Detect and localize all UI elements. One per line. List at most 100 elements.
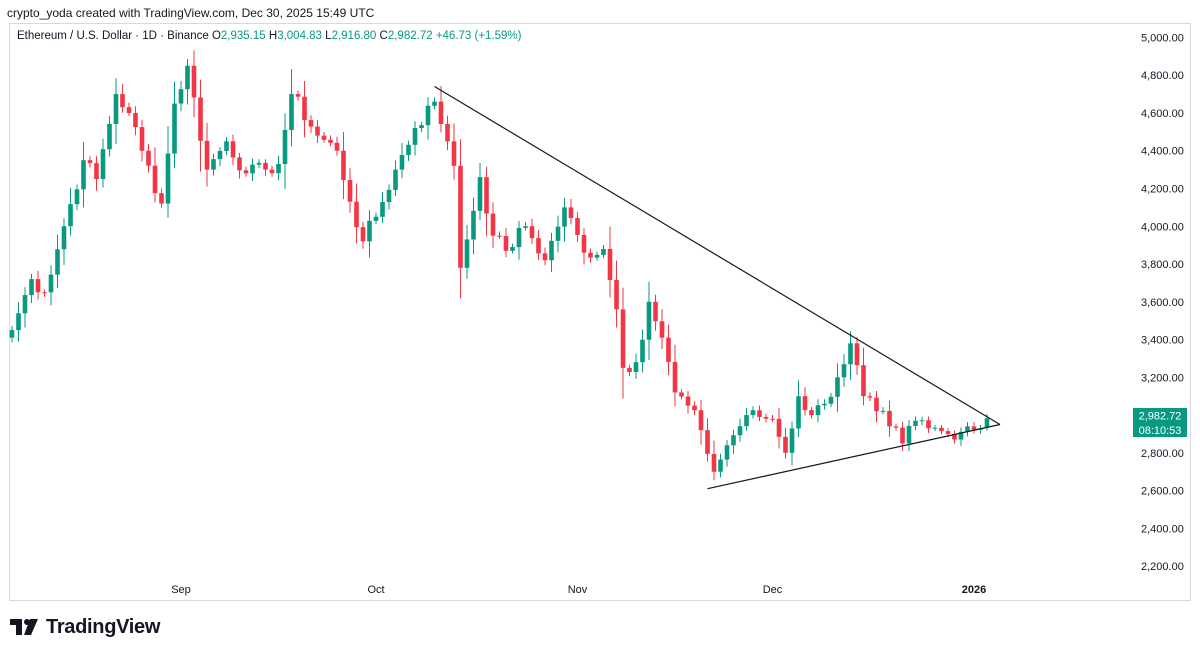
candle[interactable] (633, 353, 639, 379)
candle[interactable] (172, 81, 177, 169)
candle[interactable] (74, 184, 80, 211)
chart-frame[interactable] (9, 23, 1191, 601)
candle[interactable] (952, 430, 957, 444)
candle[interactable] (640, 329, 645, 373)
candle[interactable] (315, 120, 320, 144)
candle[interactable] (399, 143, 405, 179)
candle[interactable] (659, 309, 665, 349)
symbol-title[interactable]: Ethereum / U.S. Dollar · 1D · Binance (17, 30, 209, 42)
candle[interactable] (217, 147, 223, 167)
candle[interactable] (419, 122, 424, 133)
candle[interactable] (445, 115, 450, 151)
candle[interactable] (536, 230, 541, 261)
candle[interactable] (776, 408, 782, 449)
candle[interactable] (627, 364, 632, 377)
candle[interactable] (880, 407, 886, 415)
candle[interactable] (913, 416, 918, 431)
candle[interactable] (672, 344, 678, 407)
candle[interactable] (230, 134, 236, 166)
candle[interactable] (802, 387, 808, 416)
candle[interactable] (666, 324, 671, 376)
candle[interactable] (438, 86, 444, 133)
candle[interactable] (620, 287, 626, 399)
candle[interactable] (120, 84, 125, 113)
candle[interactable] (471, 197, 476, 255)
candle[interactable] (958, 427, 964, 447)
candle[interactable] (289, 69, 294, 147)
candle[interactable] (692, 401, 697, 416)
candle[interactable] (204, 122, 210, 187)
candle[interactable] (724, 440, 730, 467)
candle[interactable] (854, 336, 860, 375)
candle[interactable] (321, 131, 327, 143)
candle[interactable] (705, 418, 710, 462)
candle[interactable] (55, 234, 60, 288)
candle[interactable] (822, 399, 827, 410)
candle[interactable] (926, 416, 931, 434)
candle[interactable] (263, 159, 268, 176)
candle[interactable] (789, 421, 795, 466)
candle[interactable] (516, 220, 522, 260)
candle[interactable] (490, 202, 496, 249)
candle[interactable] (425, 97, 431, 140)
candle[interactable] (354, 183, 359, 244)
candle[interactable] (16, 302, 21, 342)
candle[interactable] (22, 287, 28, 328)
candle[interactable] (939, 424, 944, 435)
candle[interactable] (815, 399, 821, 423)
candle[interactable] (503, 228, 509, 258)
candle[interactable] (484, 166, 489, 237)
candle[interactable] (607, 226, 613, 298)
candle[interactable] (523, 222, 528, 231)
candle[interactable] (451, 123, 457, 180)
candle[interactable] (276, 155, 281, 181)
candle[interactable] (731, 429, 736, 455)
candle[interactable] (412, 121, 418, 156)
trendline-upper-resistance[interactable] (434, 86, 1001, 426)
candle[interactable] (367, 210, 372, 258)
candle[interactable] (809, 407, 814, 419)
candle[interactable] (61, 218, 67, 265)
candle[interactable] (562, 197, 567, 242)
candle[interactable] (542, 247, 548, 266)
candle[interactable] (386, 184, 392, 210)
candle[interactable] (601, 244, 606, 259)
candle[interactable] (29, 273, 34, 304)
candle[interactable] (568, 199, 574, 225)
candle[interactable] (393, 160, 398, 197)
candle[interactable] (373, 212, 379, 224)
candle[interactable] (906, 420, 912, 452)
candle[interactable] (139, 119, 145, 162)
candle[interactable] (835, 363, 840, 413)
candle[interactable] (178, 80, 184, 112)
candle[interactable] (477, 162, 483, 220)
candle[interactable] (9, 325, 15, 343)
candle[interactable] (107, 115, 112, 157)
candle[interactable] (549, 232, 554, 273)
candle[interactable] (146, 144, 151, 173)
candle[interactable] (165, 126, 171, 218)
candle[interactable] (185, 59, 190, 105)
candle[interactable] (893, 423, 899, 431)
candle[interactable] (432, 97, 437, 110)
candle[interactable] (48, 265, 54, 306)
candle[interactable] (874, 390, 879, 423)
candle[interactable] (828, 392, 834, 408)
candle[interactable] (711, 440, 717, 481)
candle[interactable] (87, 156, 93, 168)
candle[interactable] (887, 400, 892, 437)
candle[interactable] (510, 243, 515, 254)
candle[interactable] (328, 135, 333, 147)
candle[interactable] (971, 422, 977, 434)
candle[interactable] (497, 231, 502, 239)
candle[interactable] (250, 158, 255, 181)
candle[interactable] (718, 453, 723, 478)
candle[interactable] (380, 192, 385, 223)
candle[interactable] (685, 391, 691, 414)
candle[interactable] (867, 392, 873, 401)
candle[interactable] (341, 132, 346, 200)
candle[interactable] (308, 115, 314, 133)
candle[interactable] (113, 78, 119, 145)
candle[interactable] (763, 413, 769, 423)
